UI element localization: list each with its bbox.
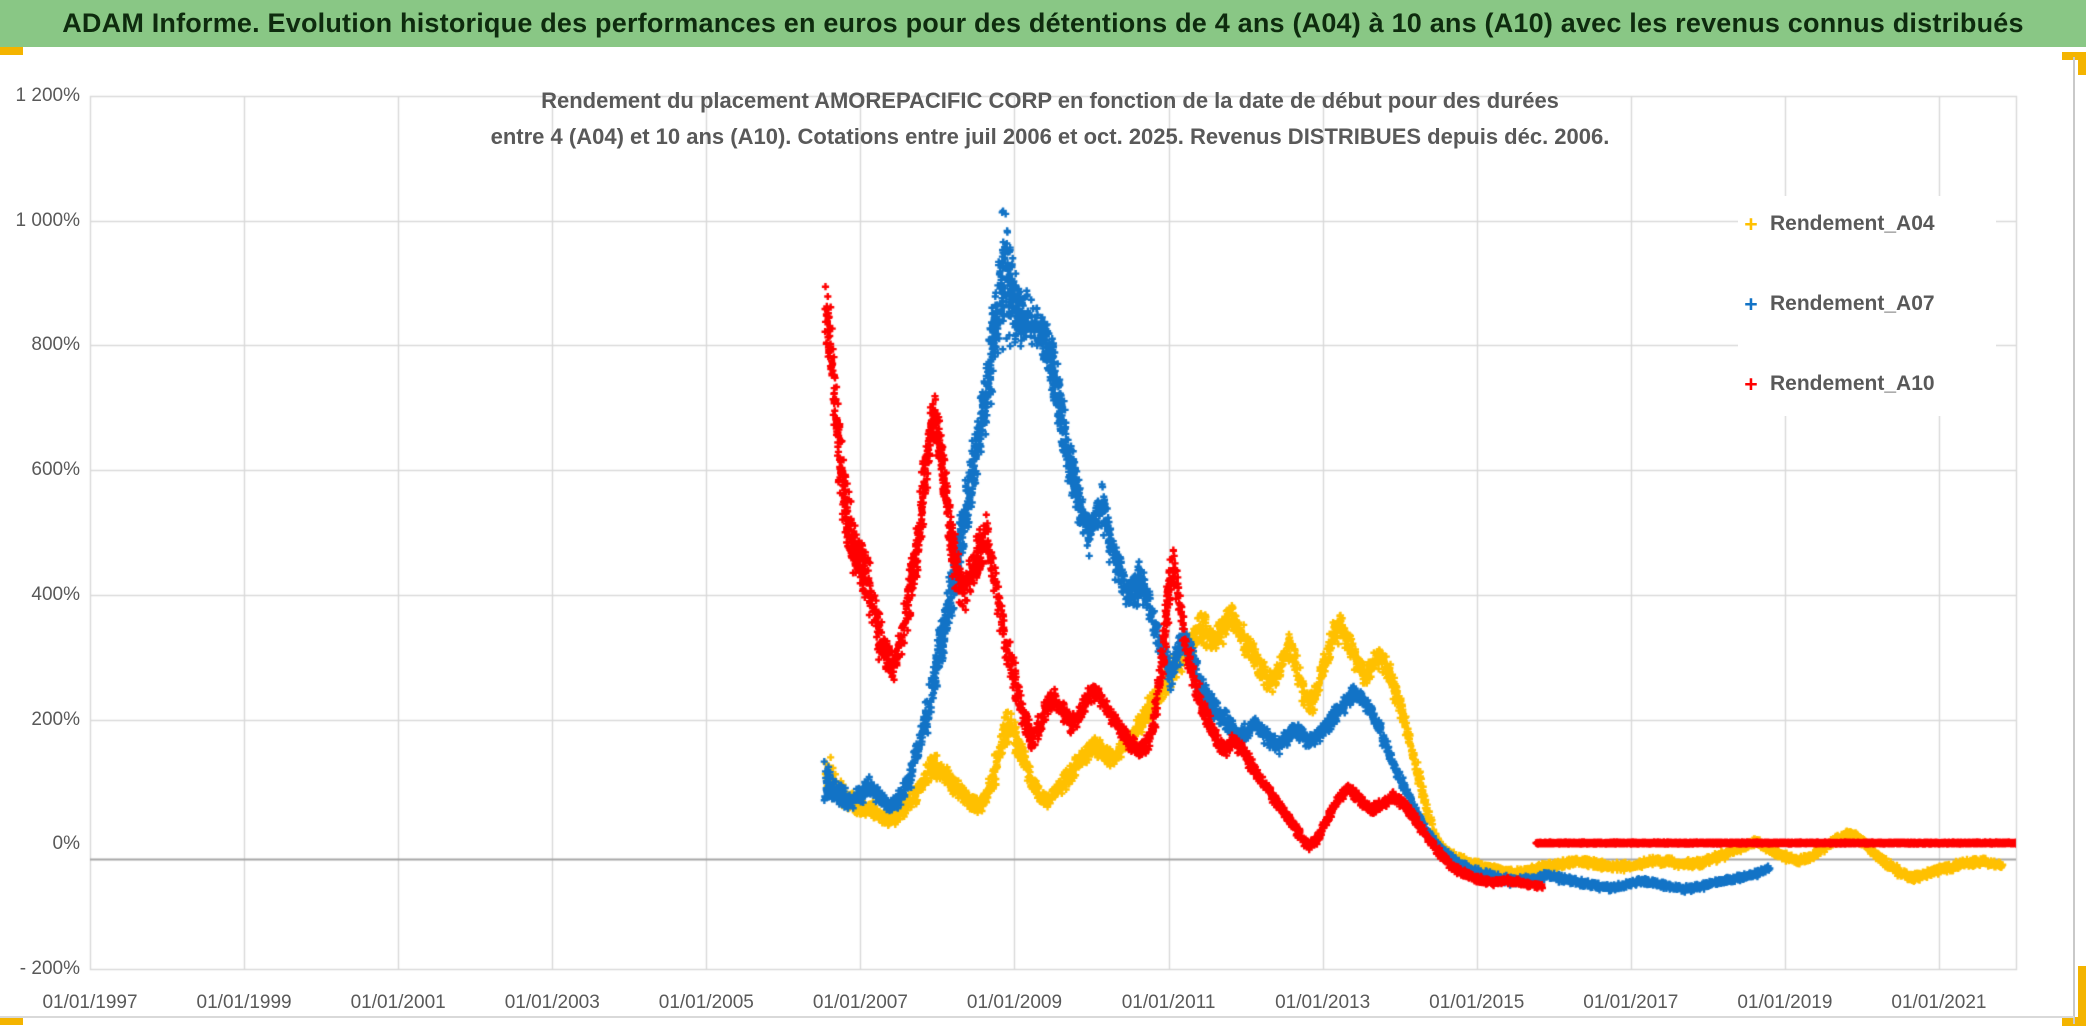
x-axis-tick-label: 01/01/2003 [504, 992, 600, 1013]
y-axis-tick-label: 0% [52, 833, 80, 855]
x-axis-tick-label: 01/01/2015 [1429, 992, 1525, 1013]
y-axis-tick-label: 1 200% [15, 85, 80, 106]
plus-marker-icon: + [1744, 291, 1758, 317]
report-banner-title: ADAM Informe. Evolution historique des p… [62, 8, 2024, 38]
y-axis-tick-label: 600% [31, 459, 80, 481]
chart-title-line1: Rendement du placement AMOREPACIFIC CORP… [541, 88, 1559, 113]
x-axis-tick-label: 01/01/2019 [1737, 992, 1833, 1013]
y-axis-tick-label: - 200% [19, 958, 80, 979]
x-axis-tick-label: 01/01/2001 [350, 992, 446, 1013]
x-axis-tick-label: 01/01/1997 [42, 992, 138, 1013]
panel-border-right [2073, 57, 2075, 1024]
x-axis-tick-label: 01/01/2005 [658, 992, 754, 1013]
y-axis-tick-label: 800% [31, 334, 80, 356]
legend-item-label: Rendement_A10 [1770, 372, 1935, 395]
legend-item-label: Rendement_A07 [1770, 292, 1935, 315]
plus-marker-icon: + [1744, 371, 1758, 397]
x-axis-tick-label: 01/01/2011 [1121, 992, 1216, 1013]
legend-item-label: Rendement_A04 [1770, 212, 1935, 235]
corner-accent-bottom-left [0, 1016, 23, 1025]
legend-item-rendement_a07: + Rendement_A07 [1738, 288, 1935, 320]
corner-accent-top-right-h [2062, 52, 2086, 60]
x-axis-tick-label: 01/01/2007 [812, 992, 908, 1013]
y-axis-tick-label: 200% [31, 708, 80, 730]
report-banner: ADAM Informe. Evolution historique des p… [0, 0, 2086, 47]
legend: + Rendement_A04 + Rendement_A07 + Rendement_A… [1738, 196, 1996, 416]
y-axis-tick-label: 1 000% [15, 209, 80, 231]
corner-accent-bottom-right-v [2078, 966, 2086, 1026]
panel-border-bottom [0, 1016, 2074, 1018]
x-axis-tick-label: 01/01/1999 [196, 992, 292, 1013]
y-axis-tick-label: 400% [31, 583, 80, 605]
corner-accent-top-left [0, 47, 23, 55]
legend-item-rendement_a04: + Rendement_A04 [1738, 208, 1935, 240]
plus-marker-icon: + [1744, 211, 1758, 237]
x-axis-tick-label: 01/01/2017 [1583, 992, 1679, 1013]
chart-title-line2: entre 4 (A04) et 10 ans (A10). Cotations… [490, 124, 1610, 149]
x-axis-tick-label: 01/01/2009 [966, 992, 1063, 1013]
corner-accent-top-right-v [2078, 52, 2086, 75]
x-axis-tick-label: 01/01/2021 [1891, 992, 1987, 1013]
legend-item-rendement_a10: + Rendement_A10 [1738, 368, 1935, 400]
chart-title: Rendement du placement AMOREPACIFIC CORP… [400, 83, 1700, 155]
x-axis-tick-label: 01/01/2013 [1275, 992, 1371, 1013]
